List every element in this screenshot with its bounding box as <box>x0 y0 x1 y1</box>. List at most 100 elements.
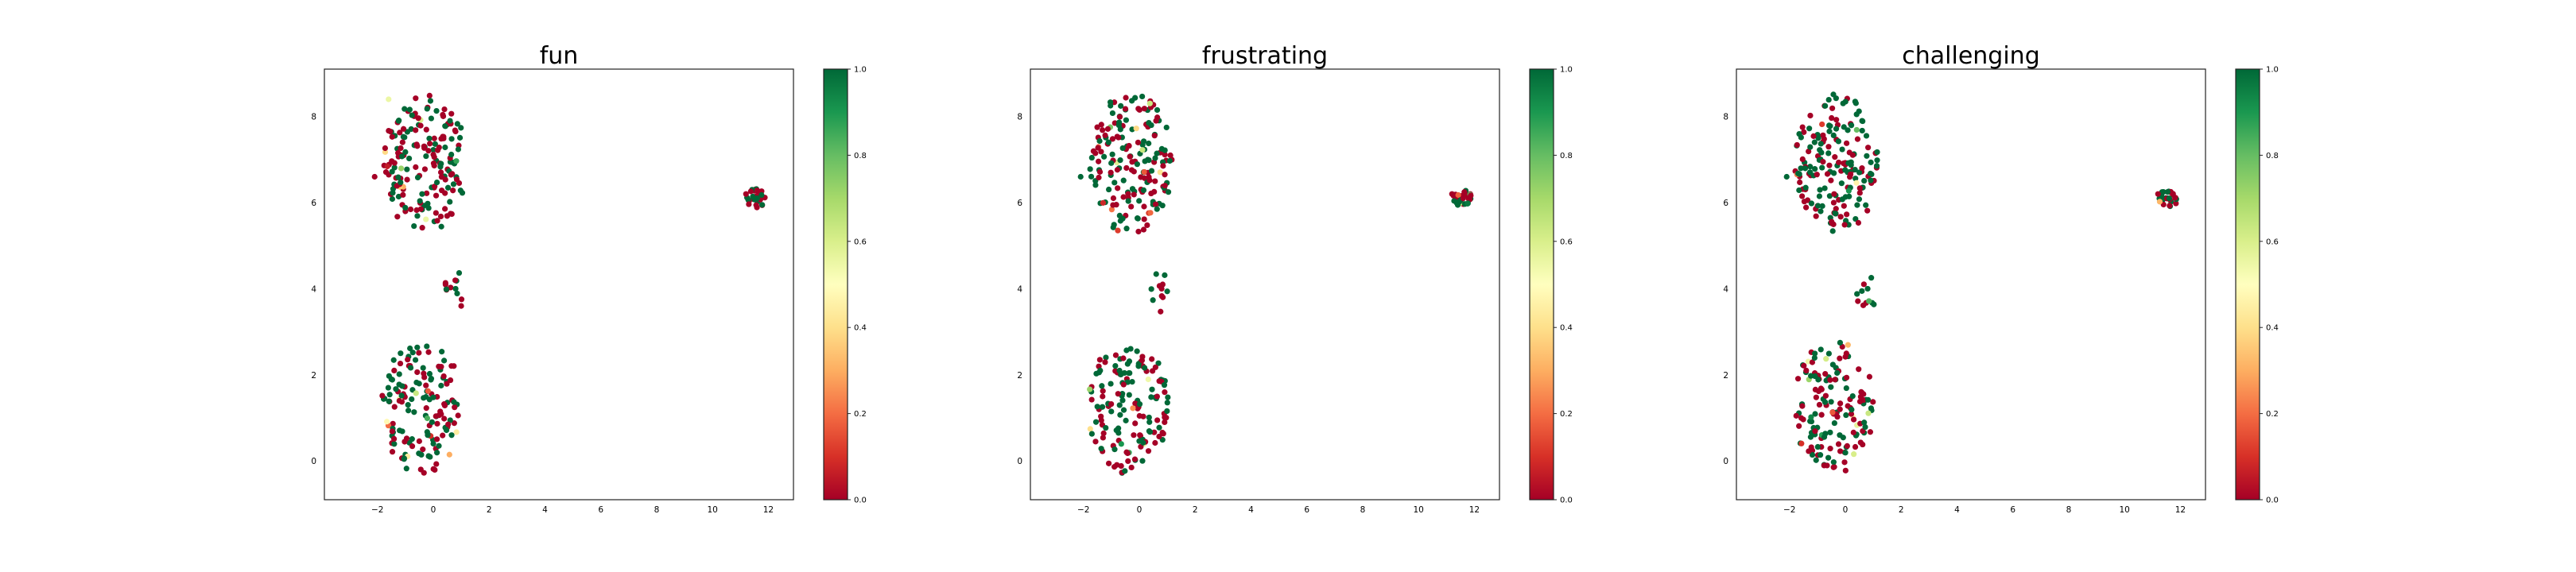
scatter-point <box>1108 160 1115 166</box>
scatter-point <box>1845 160 1852 166</box>
scatter-point <box>424 106 430 112</box>
colorbar-ticks: 0.0 0.2 0.4 0.6 0.8 1.0 <box>2260 66 2279 505</box>
scatter-point <box>1820 159 1826 165</box>
scatter-point <box>1132 95 1139 101</box>
scatter-point <box>2155 191 2161 197</box>
scatter-point <box>1829 105 1836 111</box>
scatter-point <box>447 118 453 124</box>
scatter-point <box>1154 206 1160 212</box>
scatter-point <box>1850 429 1856 435</box>
scatter-point <box>418 451 425 458</box>
scatter-point <box>456 269 463 276</box>
scatter-point <box>440 432 446 439</box>
scatter-point <box>452 277 459 284</box>
scatter-point <box>1119 397 1126 404</box>
scatter-point <box>414 369 421 376</box>
scatter-point <box>1807 164 1814 170</box>
scatter-point <box>1100 127 1106 133</box>
scatter-point <box>1833 206 1839 212</box>
scatter-point <box>1134 348 1140 354</box>
colorbar-tick-label: 0.6 <box>854 238 867 246</box>
scatter-point <box>1812 166 1818 172</box>
y-tick-label: 2 <box>1723 371 1728 381</box>
scatter-point <box>453 176 460 183</box>
scatter-point <box>1813 213 1819 219</box>
scatter-point <box>1092 419 1100 425</box>
scatter-point <box>1815 203 1821 209</box>
scatter-point <box>1132 400 1139 407</box>
x-tick-label: 10 <box>1413 505 1423 515</box>
scatter-point <box>1105 460 1112 466</box>
scatter-point <box>1808 444 1814 450</box>
scatter-point <box>389 449 396 455</box>
colorbar-tick-label: 0.2 <box>2266 410 2279 419</box>
scatter-point <box>1850 416 1857 423</box>
scatter-point <box>1865 410 1872 416</box>
scatter-point <box>1122 106 1129 112</box>
scatter-point <box>1841 203 1847 209</box>
scatter-point <box>391 404 398 410</box>
scatter-point <box>452 127 458 133</box>
scatter-point <box>1844 211 1850 218</box>
scatter-point <box>1864 153 1870 159</box>
scatter-point <box>1131 432 1137 439</box>
scatter-point <box>1849 152 1856 158</box>
scatter-point <box>1815 377 1821 383</box>
scatter-point <box>413 95 419 102</box>
scatter-point <box>1843 412 1849 419</box>
scatter-point <box>1866 298 1872 304</box>
scatter-point <box>1116 402 1123 408</box>
scatter-point <box>1830 91 1837 98</box>
x-tick-label: 2 <box>487 505 492 515</box>
scatter-point <box>1140 439 1146 446</box>
scatter-point <box>404 166 410 172</box>
colorbar-tick-label: 0.0 <box>1560 497 1573 505</box>
scatter-point <box>1806 148 1812 155</box>
scatter-point <box>1853 126 1860 133</box>
x-tick-label: 6 <box>598 505 603 515</box>
scatter-point <box>432 141 438 147</box>
scatter-point <box>1856 398 1864 404</box>
chart-title: challenging <box>1902 42 2039 70</box>
scatter-point <box>1127 153 1133 160</box>
scatter-point <box>451 363 457 369</box>
x-tick-label: −2 <box>1783 505 1795 515</box>
scatter-point <box>1808 414 1814 420</box>
scatter-point <box>1162 419 1168 426</box>
scatter-point <box>1146 419 1153 425</box>
scatter-point <box>1100 199 1107 206</box>
scatter-point <box>1119 391 1126 397</box>
scatter-point <box>390 190 396 196</box>
scatter-point <box>1088 154 1095 161</box>
x-tick-label: 10 <box>707 505 717 515</box>
scatter-point <box>1829 114 1835 122</box>
scatter-point <box>2170 191 2176 198</box>
scatter-point <box>1842 194 1849 200</box>
scatter-point <box>1129 159 1135 165</box>
scatter-point <box>1119 145 1126 152</box>
scatter-point <box>426 92 433 99</box>
scatter-point <box>1142 365 1148 371</box>
scatter-point <box>1115 227 1121 234</box>
y-tick-label: 2 <box>311 371 316 381</box>
scatter-point <box>458 125 464 131</box>
scatter-point <box>1106 186 1112 193</box>
scatter-point <box>1822 102 1829 109</box>
scatter-point <box>434 147 441 153</box>
scatter-point <box>1164 288 1170 295</box>
scatter-point <box>1118 371 1124 378</box>
y-tick-label: 4 <box>311 284 316 294</box>
scatter-point <box>1123 417 1129 423</box>
scatter-point <box>417 466 424 473</box>
scatter-point <box>1088 173 1095 180</box>
x-axis-ticks: −2 0 2 4 6 8 10 12 <box>1783 505 2186 515</box>
scatter-point <box>389 377 395 383</box>
scatter-point <box>1811 354 1818 361</box>
scatter-point <box>1813 457 1819 463</box>
scatter-point <box>1116 114 1123 120</box>
scatter-point <box>450 187 456 194</box>
scatter-point <box>425 388 431 394</box>
scatter-point <box>1856 190 1863 196</box>
scatter-point <box>1816 401 1823 408</box>
scatter-point <box>1813 394 1819 400</box>
